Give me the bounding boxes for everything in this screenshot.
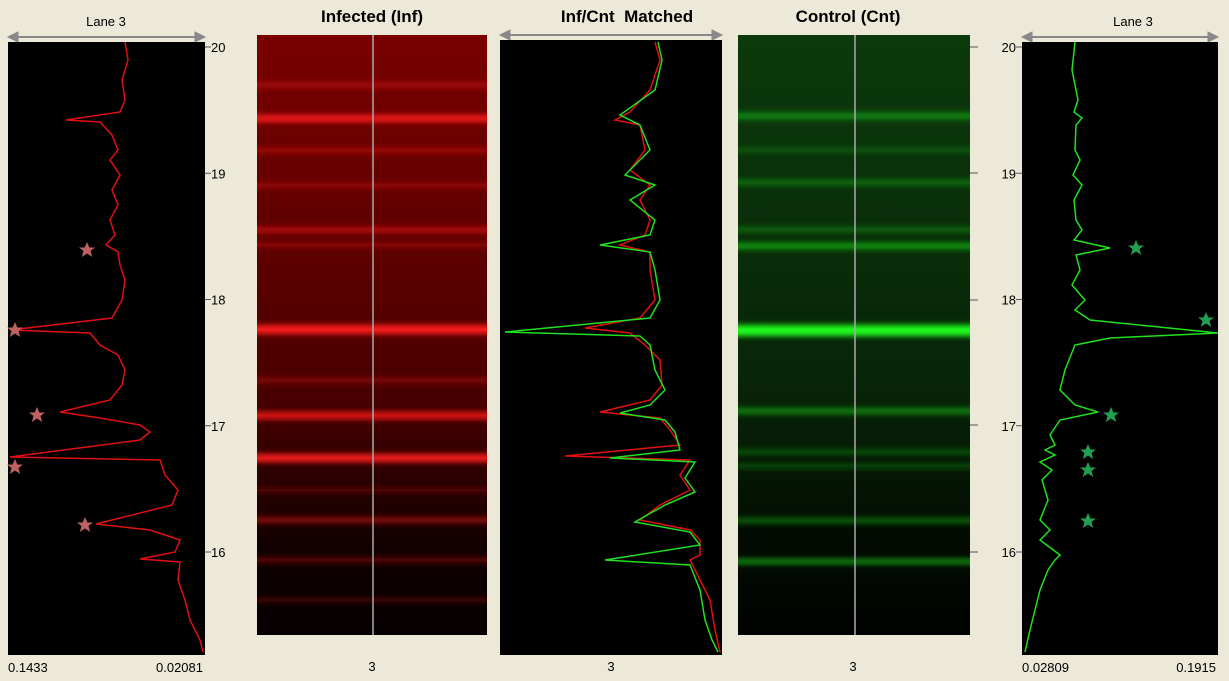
gel-bands <box>738 113 970 564</box>
lane-number: 3 <box>368 659 375 674</box>
tick-label: 17 <box>1002 419 1016 434</box>
axis: 20 19 18 17 16 <box>205 40 225 560</box>
tick-label: 20 <box>1002 40 1016 55</box>
tick-label: 17 <box>211 419 225 434</box>
infected-trace <box>564 41 721 653</box>
min-label: 0.1433 <box>8 660 48 675</box>
tick-label: 19 <box>1002 166 1016 181</box>
profile-panel <box>1022 42 1218 655</box>
range-arrows <box>6 31 207 43</box>
tick-label: 16 <box>1002 545 1016 560</box>
gel-bands <box>257 82 487 602</box>
lane-header: Lane 3 <box>1113 14 1153 29</box>
tick-label: 18 <box>1002 293 1016 308</box>
panel-title: Control (Cnt) <box>796 7 901 26</box>
infected-trace <box>9 41 204 653</box>
tick-label: 19 <box>211 166 225 181</box>
tick-label: 20 <box>211 40 225 55</box>
control-trace <box>504 41 719 653</box>
lane-number: 3 <box>849 659 856 674</box>
control-trace <box>1024 41 1219 653</box>
min-label: 0.02809 <box>1022 660 1069 675</box>
axis: 20 19 18 17 16 <box>1002 40 1022 560</box>
range-arrows <box>498 29 724 41</box>
panel-title: Infected (Inf) <box>321 7 423 26</box>
tick-label: 16 <box>211 545 225 560</box>
range-arrows <box>1020 31 1220 43</box>
panel-title: Inf/Cnt Matched <box>561 7 693 26</box>
tick-label: 18 <box>211 293 225 308</box>
max-label: 0.02081 <box>156 660 203 675</box>
axis-ticks <box>970 46 978 553</box>
lane-header: Lane 3 <box>86 14 126 29</box>
gel-lane <box>257 35 487 635</box>
max-label: 0.1915 <box>1176 660 1216 675</box>
profile-panel <box>500 40 722 655</box>
lane-number: 3 <box>607 659 614 674</box>
